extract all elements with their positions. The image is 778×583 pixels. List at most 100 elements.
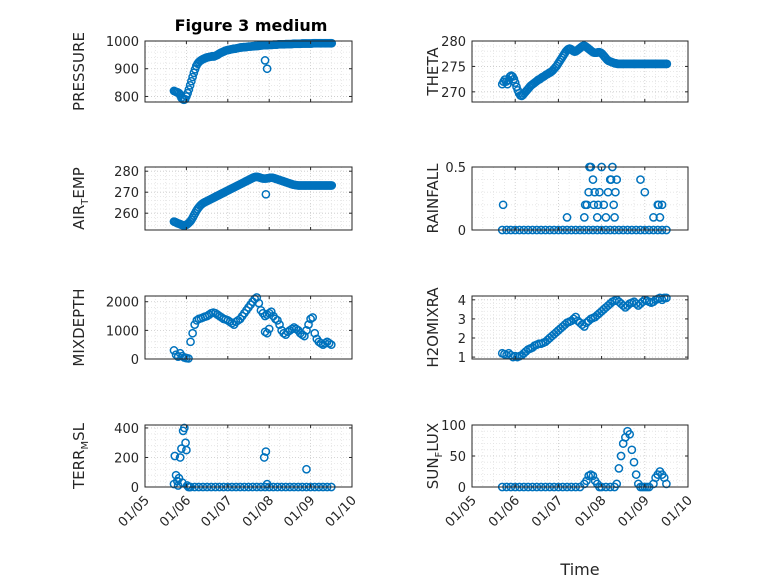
data-point [582, 476, 591, 486]
y-tick-label: 270 [114, 186, 139, 201]
y-tick-label: 275 [441, 60, 466, 75]
data-point [252, 293, 262, 302]
data-point [655, 213, 665, 222]
y-tick-label: 400 [114, 422, 139, 437]
y-tick-label: 1000 [106, 35, 139, 50]
data-point [636, 175, 645, 184]
data-point [261, 189, 271, 199]
x-tick-label: 01/05 [443, 493, 480, 530]
data-point [498, 200, 508, 210]
data-point [562, 213, 572, 222]
data-point [610, 213, 619, 222]
y-tick-label: 1000 [106, 324, 139, 339]
data-point [627, 445, 637, 455]
y-tick-label: 200 [114, 451, 139, 466]
series-markers [169, 293, 336, 363]
x-tick-label: 01/09 [281, 493, 318, 530]
y-tick-label: 280 [114, 165, 139, 180]
series-markers [169, 172, 337, 230]
data-point [640, 187, 650, 197]
data-point [584, 187, 593, 197]
data-point [184, 85, 194, 94]
axes-box [471, 166, 689, 231]
data-point [599, 200, 609, 210]
y-axis-label: AIRTEMP [70, 167, 91, 230]
data-point [273, 315, 282, 325]
x-tick-label: 01/08 [572, 493, 609, 530]
x-tick-label: 01/08 [240, 493, 277, 530]
y-tick-label: 0 [131, 353, 139, 368]
subplot-7: 0 200 400 TERRMSL 01/05 01/06 01/07 01/08 01/09 0… [70, 422, 360, 530]
data-point [593, 200, 603, 210]
data-point [182, 445, 191, 455]
data-point [327, 38, 337, 48]
data-point [304, 320, 313, 329]
axes-box [144, 166, 353, 231]
data-point [606, 175, 616, 184]
y-tick-label: 270 [441, 86, 466, 101]
data-point [266, 307, 276, 317]
data-point [609, 200, 619, 210]
y-axis-label: SUNFLUX [424, 423, 445, 489]
subplot-3: 260 270 280 AIRTEMP [70, 165, 353, 231]
data-point [588, 471, 598, 481]
y-tick-label: 2000 [106, 296, 139, 311]
data-point [616, 451, 626, 461]
data-point [595, 187, 604, 197]
data-point [611, 187, 620, 197]
figure-title: Figure 3 medium [175, 16, 328, 35]
x-tick-label: 01/07 [529, 493, 566, 530]
data-point [569, 314, 578, 324]
data-point [601, 213, 611, 222]
y-tick-label: 50 [449, 450, 466, 465]
x-tick-label: 01/10 [323, 493, 360, 530]
y-tick-label: 260 [114, 207, 139, 222]
data-point [275, 320, 284, 329]
data-point [177, 444, 186, 453]
series-markers [169, 38, 337, 105]
x-tick-label: 01/09 [616, 493, 653, 530]
y-tick-label: 0 [458, 224, 466, 239]
y-tick-label: 3 [458, 313, 466, 328]
data-point [625, 429, 635, 439]
data-point [170, 451, 180, 461]
data-point [308, 313, 318, 322]
data-point [300, 331, 309, 341]
y-axis-label: THETA [424, 47, 442, 97]
data-point [654, 200, 663, 210]
data-point [179, 423, 189, 433]
data-point [510, 78, 520, 88]
data-point [262, 64, 272, 74]
x-tick-label: 01/05 [116, 493, 153, 530]
y-axis-label: MIXDEPTH [70, 288, 88, 366]
data-point [175, 453, 185, 462]
y-tick-label: 0.5 [445, 161, 466, 176]
data-point [612, 175, 622, 184]
data-point [261, 447, 271, 456]
data-point [657, 200, 667, 210]
data-point [185, 81, 195, 90]
data-point [187, 76, 196, 86]
data-point [271, 314, 280, 324]
data-point [188, 72, 197, 82]
y-tick-label: 280 [441, 35, 466, 50]
axes-background [472, 167, 688, 230]
data-point [188, 328, 197, 338]
data-point [302, 464, 311, 474]
axes-box [144, 424, 353, 488]
data-point [327, 181, 337, 190]
data-point [259, 453, 269, 462]
y-axis-label: PRESSURE [70, 32, 88, 111]
axes-box [471, 40, 689, 103]
data-point [662, 59, 672, 69]
data-point [592, 213, 602, 222]
data-point [588, 175, 598, 184]
axes-box [471, 295, 689, 360]
data-point [631, 470, 641, 479]
y-tick-label: 900 [114, 63, 139, 78]
data-point [324, 338, 334, 348]
subplot-1: 800 900 1000 PRESSURE [70, 32, 353, 111]
